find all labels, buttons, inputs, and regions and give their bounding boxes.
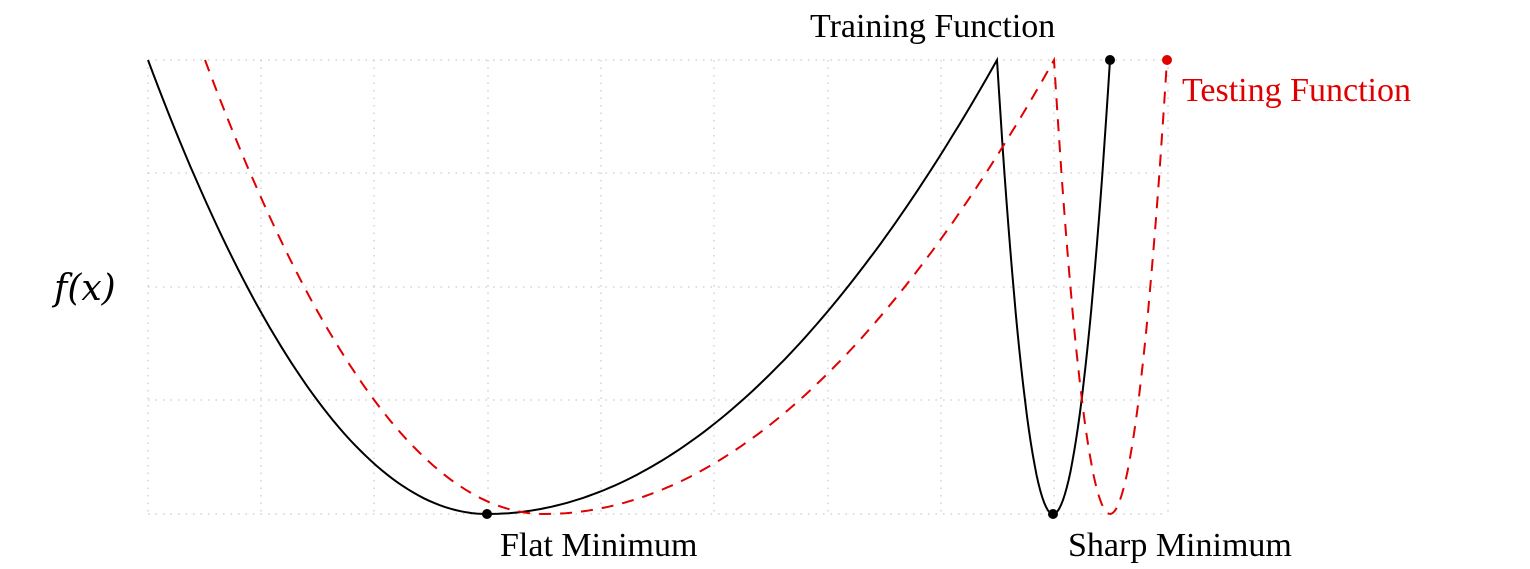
flat-minimum-label: Flat Minimum (500, 527, 697, 564)
testing-function-curve (204, 56, 1168, 516)
grid (147, 59, 1169, 515)
training-function-label: Training Function (810, 8, 1055, 45)
sharp-minimum-point (1048, 509, 1058, 519)
flat-minimum-point (482, 509, 492, 519)
training-function-curve (147, 56, 1111, 516)
y-axis-label: f(x) (51, 268, 116, 309)
testing-function-end-point (1162, 55, 1172, 65)
training-function-end-point (1105, 55, 1115, 65)
testing-function-label: Testing Function (1182, 72, 1411, 109)
sharp-minimum-label: Sharp Minimum (1068, 527, 1292, 564)
